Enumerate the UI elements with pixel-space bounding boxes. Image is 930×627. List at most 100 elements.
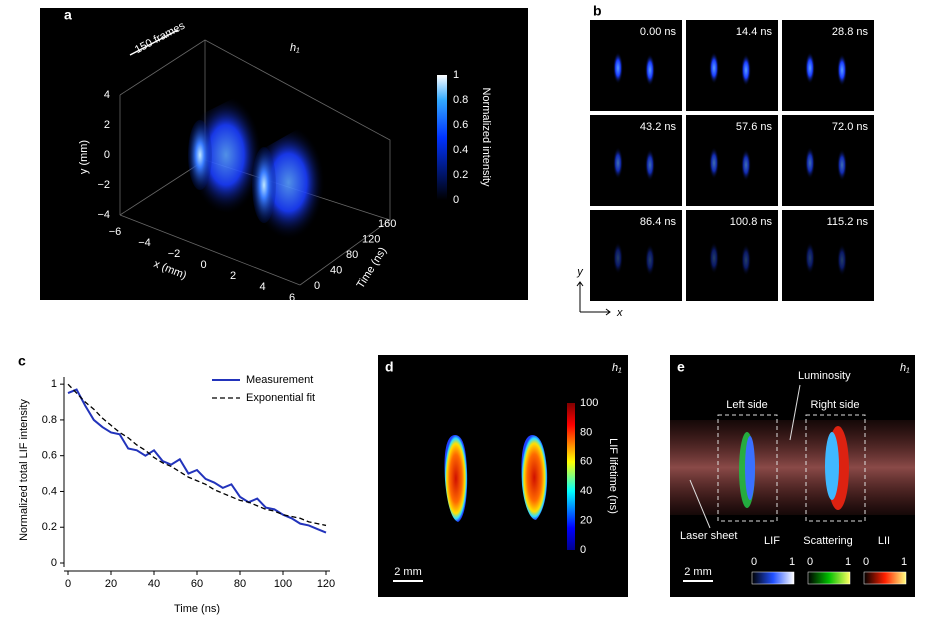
frame-blob [805,242,815,274]
frame-time: 43.2 ns [640,121,677,133]
frame-blob [613,242,623,274]
laser-label: Laser sheet [680,530,737,542]
colorbar-tick-label: 0.4 [453,144,468,156]
frame-blob [709,147,719,179]
laser-sheet [670,420,915,515]
frame-blob [741,244,751,276]
x-tick-label: 120 [317,578,335,590]
frame-blob [837,244,847,276]
frame-tile [686,210,778,301]
frame-time: 28.8 ns [832,26,869,38]
panel-label: b [593,3,602,19]
blob-left [188,120,212,190]
panel-label: c [18,353,26,369]
x-tick-label: −2 [168,248,181,260]
bar-name: Scattering [803,535,853,547]
x-arrow-label: x [616,307,623,319]
x-tick-label: 20 [105,578,117,590]
colorbar-tick-label: 0 [580,544,586,556]
colorbar-tick-label: 60 [580,456,592,468]
frame-blob [709,242,719,274]
t-tick-label: 120 [362,233,380,245]
x-tick-label: 4 [259,281,265,293]
h-label: h₁ [290,42,300,54]
frame-tile [782,210,874,301]
colorbar-tick-label: 1 [453,69,459,81]
frame-time: 72.0 ns [832,121,869,133]
x-tick-label: −6 [109,226,122,238]
side-boxes [717,414,866,522]
x-axis-label: Time (ns) [174,603,220,615]
colorbar-tick-label: 0.6 [453,119,468,131]
x-tick-label: 100 [274,578,292,590]
sheet-left [190,95,262,215]
scale-label: 2 mm [394,566,422,578]
y-axis-label: Normalized total LIF intensity [18,399,30,541]
panel-label: d [385,359,394,375]
colorbar [567,403,575,550]
colorbar-tick-label: 20 [580,515,592,527]
t-tick-label: 160 [378,218,396,230]
legend-label: Exponential fit [246,392,315,404]
blob-right [521,435,548,520]
frame-tile [590,115,682,206]
bar-min: 0 [863,556,869,568]
frame-tile [782,115,874,206]
y-tick-label: 0 [104,149,110,161]
colorbar-tick-label: 0 [453,194,459,206]
x-tick-label: 6 [289,292,295,304]
y-tick-label: 2 [104,119,110,131]
y-tick-label: 0.4 [42,485,57,497]
frame-tile [590,210,682,301]
frame-tile [686,115,778,206]
panel-d-bg [378,355,628,597]
series-line [67,388,327,534]
frame-blob [741,54,751,86]
x-tick-label: 60 [191,578,203,590]
color-bar [751,571,795,585]
frame-blob [645,149,655,181]
frame-blob [709,52,719,84]
colorbar-tick-label: 0.2 [453,169,468,181]
t-tick-label: 80 [346,249,358,261]
xy-arrows [576,281,611,316]
x-tick-label: 40 [148,578,160,590]
t-tick-label: 40 [330,264,342,276]
scale-bar [393,580,423,582]
legend-label: Measurement [246,374,313,386]
right-label: Right side [811,399,860,411]
series-line [67,383,327,527]
luminosity-label: Luminosity [798,370,851,382]
bar-max: 1 [845,556,851,568]
x-tick-label: 80 [234,578,246,590]
t-tick-label: 0 [314,280,320,292]
bar-min: 0 [807,556,813,568]
frame-blob [645,54,655,86]
left-label: Left side [726,399,768,411]
frame-time: 86.4 ns [640,216,677,228]
y-axis-label: y (mm) [78,140,90,174]
colorbar-tick-label: 40 [580,485,592,497]
bar-max: 1 [789,556,795,568]
colorbar-tick-label: 0.8 [453,94,468,106]
colorbar-tick-label: 100 [580,397,598,409]
color-bar [863,571,907,585]
blob-left-core [745,436,755,500]
y-tick-label: −4 [97,209,110,221]
h-label: h₁ [612,362,622,374]
blob-right [252,147,276,223]
blob-right-core [825,432,839,500]
frame-tile [782,20,874,111]
frame-time: 0.00 ns [640,26,677,38]
x-tick-label: 2 [230,270,236,282]
frame-blob [837,149,847,181]
bar-name: LIF [764,535,780,547]
frame-blob [741,149,751,181]
frame-tile [686,20,778,111]
frame-time: 14.4 ns [736,26,773,38]
frame-blob [645,244,655,276]
y-tick-label: 0 [51,557,57,569]
x-tick-label: −4 [138,237,151,249]
frame-tile [590,20,682,111]
h-label: h₁ [900,362,910,374]
